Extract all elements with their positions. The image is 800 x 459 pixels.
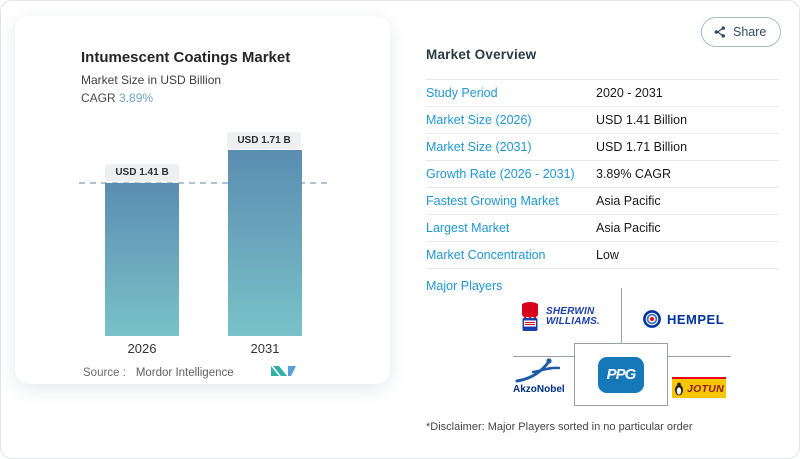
overview-table: Study Period 2020 - 2031 Market Size (20… xyxy=(426,79,779,269)
table-row-market-concentration: Market Concentration Low xyxy=(426,242,779,269)
row-label: Study Period xyxy=(426,86,498,100)
akzonobel-figure-icon xyxy=(515,358,561,383)
mordor-intelligence-logo xyxy=(271,366,296,376)
row-value: 3.89% CAGR xyxy=(596,167,672,181)
connector-vertical-line xyxy=(621,288,622,343)
jotun-wordmark: JOTUN xyxy=(686,382,725,395)
overview-title: Market Overview xyxy=(426,47,537,62)
row-label: Largest Market xyxy=(426,221,510,235)
row-label: Fastest Growing Market xyxy=(426,194,559,208)
sherwin-williams-logo: SHERWIN WILLIAMS. xyxy=(519,300,601,334)
row-value: Low xyxy=(596,248,619,262)
row-label: Market Size (2026) xyxy=(426,113,532,127)
ppg-wordmark: PPG xyxy=(606,366,637,383)
akzonobel-wordmark: AkzoNobel xyxy=(513,384,565,395)
ppg-logo-box: PPG xyxy=(574,343,668,406)
share-label: Share xyxy=(733,25,767,39)
bar-2026 xyxy=(105,183,179,336)
major-players-label: Major Players xyxy=(426,279,503,293)
row-value: Asia Pacific xyxy=(596,221,661,235)
x-axis-label-2031: 2031 xyxy=(250,341,280,356)
hempel-wordmark: HEMPEL xyxy=(667,311,725,327)
bar-value-badge-2026: USD 1.41 B xyxy=(105,164,179,185)
disclaimer-text: *Disclaimer: Major Players sorted in no … xyxy=(426,421,693,433)
bar-value-badge-2031: USD 1.71 B xyxy=(227,132,301,153)
chart-subtitle: Market Size in USD Billion xyxy=(81,73,222,87)
row-label: Market Size (2031) xyxy=(426,140,532,154)
source-label: Source : xyxy=(83,367,126,379)
row-value: USD 1.41 Billion xyxy=(596,113,688,127)
jotun-penguin-icon xyxy=(674,382,683,395)
sherwin-williams-wordmark: SHERWIN WILLIAMS. xyxy=(546,305,601,328)
jotun-logo: JOTUN xyxy=(672,377,726,398)
x-axis-label-2026: 2026 xyxy=(127,341,157,356)
row-label: Growth Rate (2026 - 2031) xyxy=(426,167,575,181)
connector-horizontal-line-left xyxy=(513,356,574,357)
hempel-logo: HEMPEL xyxy=(642,309,725,329)
cagr-value: 3.89% xyxy=(119,91,154,105)
akzonobel-logo: AkzoNobel xyxy=(513,357,565,395)
reference-dashed-line xyxy=(79,182,331,184)
row-value: 2020 - 2031 xyxy=(596,86,663,100)
bar-2031 xyxy=(228,150,302,336)
share-icon xyxy=(714,26,725,38)
chart-cagr: CAGR 3.89% xyxy=(81,91,153,105)
row-label: Market Concentration xyxy=(426,248,546,262)
connector-horizontal-line-right xyxy=(668,356,731,357)
sherwin-word: SHERWIN xyxy=(546,305,595,317)
row-value: USD 1.71 Billion xyxy=(596,140,688,154)
hempel-rings-icon xyxy=(643,310,661,328)
cagr-label: CAGR xyxy=(81,91,116,105)
source-value: Mordor Intelligence xyxy=(135,367,234,379)
chart-title: Intumescent Coatings Market xyxy=(81,49,291,66)
market-snapshot-card: Intumescent Coatings Market Market Size … xyxy=(15,16,390,384)
sherwin-williams-paint-can-icon xyxy=(522,302,538,331)
row-value: Asia Pacific xyxy=(596,194,661,208)
source-line: Source : Mordor Intelligence xyxy=(83,367,234,379)
table-row-fastest-growing-market: Fastest Growing Market Asia Pacific xyxy=(426,188,779,215)
table-row-study-period: Study Period 2020 - 2031 xyxy=(426,80,779,107)
williams-word: WILLIAMS. xyxy=(546,316,601,327)
ppg-logo: PPG xyxy=(598,356,644,393)
table-row-growth-rate: Growth Rate (2026 - 2031) 3.89% CAGR xyxy=(426,161,779,188)
table-row-market-size-2031: Market Size (2031) USD 1.71 Billion xyxy=(426,134,779,161)
table-row-market-size-2026: Market Size (2026) USD 1.41 Billion xyxy=(426,107,779,134)
share-button[interactable]: Share xyxy=(701,17,782,47)
table-row-largest-market: Largest Market Asia Pacific xyxy=(426,215,779,242)
